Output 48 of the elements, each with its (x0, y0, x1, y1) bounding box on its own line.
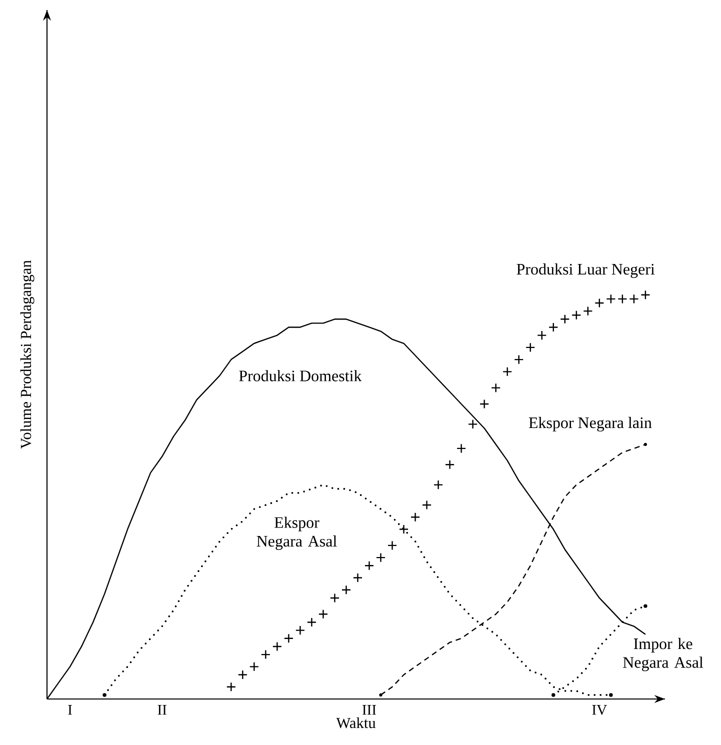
point (583, 306, 593, 316)
point (272, 642, 282, 652)
point (260, 650, 271, 660)
point (490, 382, 501, 393)
point (456, 444, 466, 454)
series-label: Produksi Luar Negeri (516, 263, 655, 278)
point (618, 294, 628, 304)
x-tick-label: IV (592, 705, 607, 715)
point (330, 593, 340, 603)
point (284, 634, 294, 644)
point (341, 585, 352, 595)
point (640, 290, 650, 300)
point (364, 560, 374, 571)
point (572, 310, 582, 320)
x-axis-title: Waktu (336, 717, 376, 728)
point (606, 294, 616, 304)
point (318, 609, 328, 619)
point (537, 330, 547, 340)
point (502, 366, 512, 377)
series-label: Ekspor Negara lain (528, 416, 652, 432)
point (594, 298, 604, 308)
x-tick-label: III (362, 705, 376, 715)
point (398, 524, 409, 534)
point (295, 625, 306, 636)
x-tick-label: II (158, 705, 166, 715)
point (410, 512, 420, 522)
series-label: Impor ke Negara Asal (623, 638, 704, 672)
point (376, 552, 386, 562)
point (629, 294, 639, 304)
point (433, 480, 444, 490)
point (525, 342, 536, 352)
point (306, 617, 317, 628)
point (514, 354, 524, 364)
point (468, 419, 478, 430)
point (479, 399, 490, 409)
y-axis-title: Volume Produksi Perdagangan (20, 260, 34, 449)
x-tick-label: I (68, 705, 72, 715)
series-label: Ekspor Negara Asal (256, 516, 337, 550)
point (444, 460, 455, 470)
point (560, 314, 570, 324)
point (226, 682, 236, 692)
point (387, 540, 398, 550)
point (249, 662, 260, 672)
series-label: Produksi Domestik (239, 370, 362, 382)
point (238, 670, 248, 680)
point (548, 322, 558, 332)
point (352, 572, 363, 583)
point (422, 500, 432, 510)
